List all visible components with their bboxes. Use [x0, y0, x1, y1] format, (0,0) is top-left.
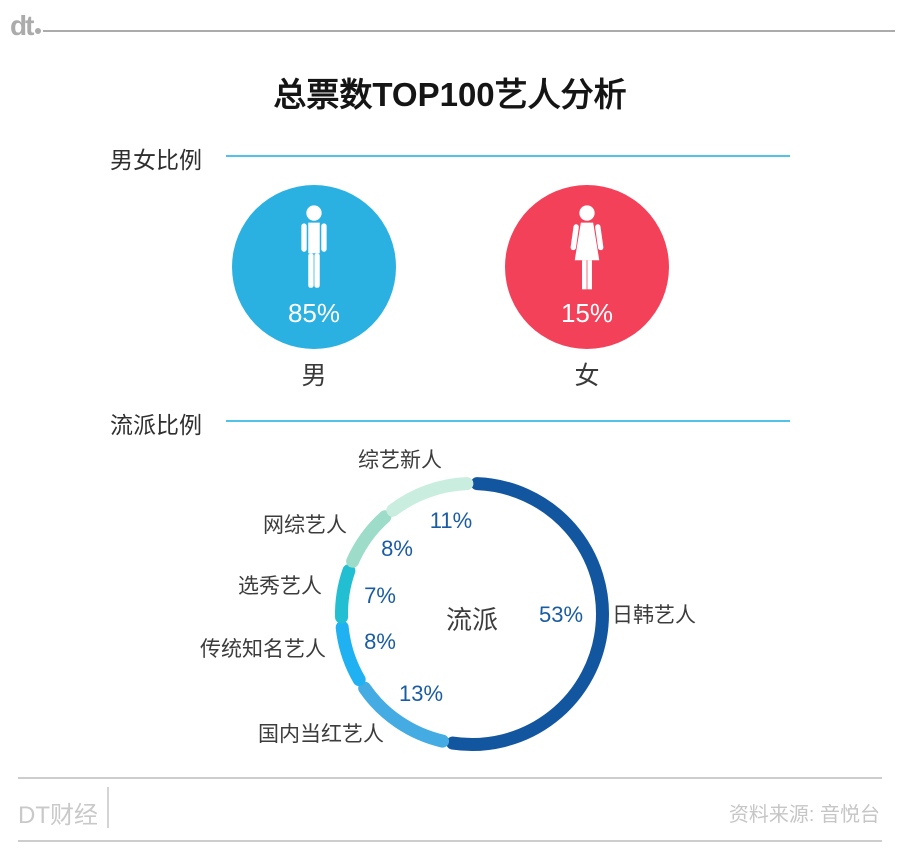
- footer-divider: [107, 787, 109, 828]
- pct-domestic-popular: 13%: [398, 681, 444, 706]
- female-percentage: 15%: [560, 298, 614, 328]
- male-circle: 85%: [232, 185, 396, 349]
- pct-variety-newcomer: 11%: [429, 508, 473, 533]
- male-percentage: 85%: [287, 298, 341, 328]
- donut-segment-4: [346, 510, 392, 568]
- donut-segment-0: [446, 477, 609, 751]
- female-circle: 15%: [505, 185, 669, 349]
- gender-section-rule: [226, 155, 790, 157]
- genre-donut-chart: [335, 477, 609, 751]
- pct-japan-korea: 53%: [538, 602, 584, 627]
- page-title: 总票数TOP100艺人分析: [273, 76, 627, 113]
- female-icon: [570, 205, 604, 290]
- pct-traditional-famous: 8%: [364, 629, 396, 654]
- label-variety-newcomer: 综艺新人: [358, 449, 442, 472]
- pct-web-variety: 8%: [381, 536, 413, 561]
- label-talent-show: 选秀艺人: [238, 575, 322, 598]
- female-label: 女: [574, 362, 600, 390]
- donut-segment-5: [386, 477, 474, 517]
- male-icon: [301, 205, 327, 288]
- footer-brand: DT财经: [18, 802, 98, 829]
- genre-section-rule: [226, 420, 790, 422]
- footer-rule-bottom: [18, 840, 882, 842]
- dt-logo: dt: [10, 10, 34, 41]
- gender-section-heading: 男女比例: [110, 147, 202, 173]
- donut-segment-1: [358, 681, 450, 748]
- footer-rule-top: [18, 777, 882, 779]
- footer-source: 资料来源: 音悦台: [728, 804, 880, 826]
- header-rule: [43, 30, 895, 32]
- label-traditional-famous: 传统知名艺人: [200, 638, 326, 661]
- genre-section-heading: 流派比例: [110, 412, 202, 438]
- label-japan-korea: 日韩艺人: [612, 604, 696, 627]
- donut-center-label: 流派: [445, 605, 499, 635]
- donut-segment-2: [335, 620, 366, 687]
- label-web-variety: 网综艺人: [263, 514, 347, 537]
- pct-talent-show: 7%: [364, 583, 396, 608]
- logo-dot-icon: [35, 28, 41, 34]
- label-domestic-popular: 国内当红艺人: [258, 723, 384, 746]
- male-label: 男: [301, 362, 327, 390]
- donut-segment-3: [335, 564, 356, 624]
